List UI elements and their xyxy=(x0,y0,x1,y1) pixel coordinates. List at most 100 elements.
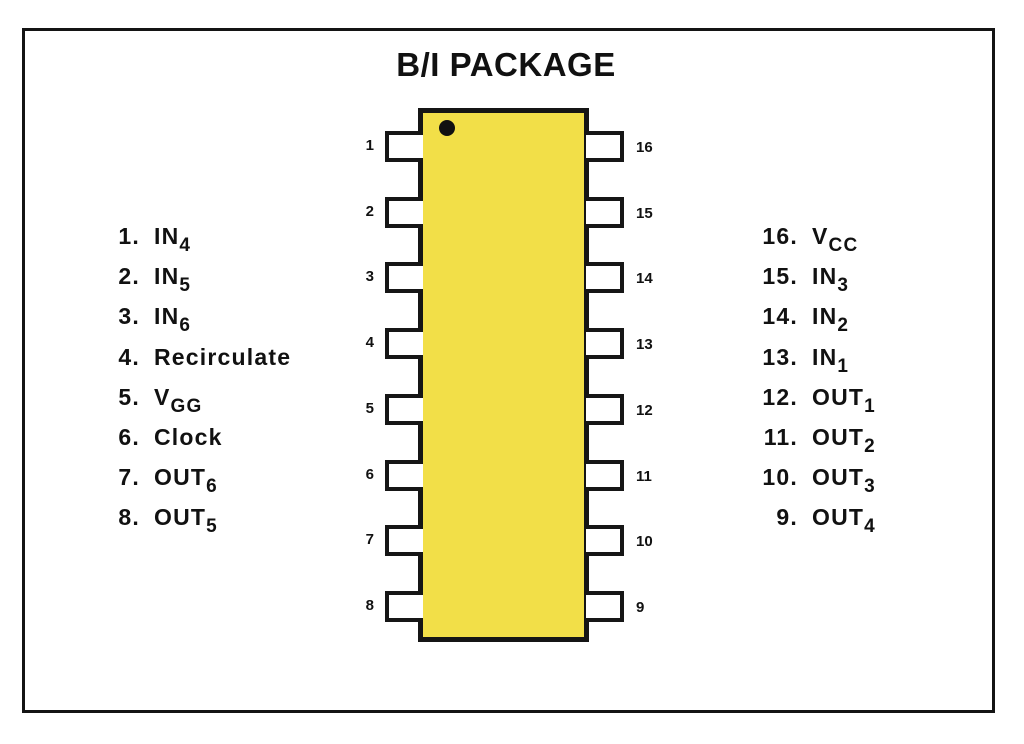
legend-signal-name: OUT2 xyxy=(812,423,876,457)
pin-number-label: 2 xyxy=(365,203,374,220)
signal-base: OUT xyxy=(812,384,865,410)
legend-pin-number: 15. xyxy=(762,263,798,289)
pin-left-7 xyxy=(385,525,423,556)
signal-subscript: 4 xyxy=(864,516,876,537)
legend-pin-number: 4. xyxy=(118,344,140,370)
pin-number-label: 16 xyxy=(636,139,653,156)
pin-number-label: 4 xyxy=(365,334,374,351)
legend-entry: 13. IN1 xyxy=(750,343,850,377)
legend-signal-name: VGG xyxy=(154,383,203,417)
signal-base: OUT xyxy=(812,464,865,490)
legend-signal-name: IN6 xyxy=(154,302,192,336)
signal-base: V xyxy=(812,223,829,249)
pin-number-label: 12 xyxy=(636,402,653,419)
signal-base: Clock xyxy=(154,424,223,450)
legend-signal-name: Clock xyxy=(154,423,223,454)
legend-pin-number: 12. xyxy=(762,384,798,410)
pin-number-label: 7 xyxy=(365,531,374,548)
signal-base: OUT xyxy=(154,504,207,530)
signal-subscript: 4 xyxy=(179,235,192,256)
legend-pin-number: 3. xyxy=(118,303,140,329)
legend-signal-name: Recirculate xyxy=(154,343,291,374)
legend-signal-name: OUT6 xyxy=(154,463,218,497)
pin-left-3 xyxy=(385,262,423,293)
pin-right-1 xyxy=(586,131,624,162)
legend-signal-name: OUT4 xyxy=(812,503,876,537)
pin-number-label: 6 xyxy=(365,466,374,483)
signal-base: OUT xyxy=(812,424,865,450)
signal-subscript: 6 xyxy=(179,315,192,336)
legend-signal-name: IN3 xyxy=(812,262,850,296)
pin-right-3 xyxy=(586,262,624,293)
pin-left-5 xyxy=(385,394,423,425)
legend-pin-number: 10. xyxy=(762,464,798,490)
signal-subscript: 5 xyxy=(179,275,192,296)
legend-entry: 5. VGG xyxy=(104,383,203,417)
pin-right-5 xyxy=(586,394,624,425)
pin-number-label: 15 xyxy=(636,205,653,222)
signal-subscript: 1 xyxy=(837,356,850,377)
signal-base: IN xyxy=(812,303,838,329)
legend-entry: 12. OUT1 xyxy=(750,383,876,417)
pin-number-label: 11 xyxy=(636,468,652,485)
signal-base: OUT xyxy=(154,464,207,490)
signal-subscript: CC xyxy=(828,235,859,256)
pin-right-4 xyxy=(586,328,624,359)
pin-number-label: 13 xyxy=(636,336,653,353)
legend-pin-number: 7. xyxy=(118,464,140,490)
legend-pin-number: 13. xyxy=(762,344,798,370)
legend-pin-number: 9. xyxy=(776,504,798,530)
legend-pin-number: 5. xyxy=(118,384,140,410)
legend-entry: 4. Recirculate xyxy=(104,343,291,374)
legend-entry: 8. OUT5 xyxy=(104,503,218,537)
legend-pin-number: 2. xyxy=(118,263,140,289)
diagram-title: B/I PACKAGE xyxy=(396,46,616,83)
signal-subscript: 1 xyxy=(864,396,876,417)
legend-entry: 9. OUT4 xyxy=(750,503,876,537)
pin-left-8 xyxy=(385,591,423,622)
legend-signal-name: OUT5 xyxy=(154,503,218,537)
signal-base: IN xyxy=(154,303,180,329)
legend-entry: 1. IN4 xyxy=(104,222,192,256)
legend-signal-name: IN2 xyxy=(812,302,850,336)
signal-base: IN xyxy=(812,263,838,289)
pin-number-label: 10 xyxy=(636,533,653,550)
legend-entry: 11. OUT2 xyxy=(750,423,876,457)
legend-entry: 10. OUT3 xyxy=(750,463,876,497)
legend-entry: 2. IN5 xyxy=(104,262,192,296)
legend-pin-number: 11. xyxy=(763,424,798,450)
pin-left-4 xyxy=(385,328,423,359)
legend-pin-number: 6. xyxy=(118,424,140,450)
signal-base: Recirculate xyxy=(154,344,292,370)
signal-base: IN xyxy=(154,223,180,249)
signal-subscript: GG xyxy=(170,396,203,417)
legend-pin-number: 16. xyxy=(762,223,798,249)
signal-base: IN xyxy=(154,263,180,289)
legend-pin-number: 14. xyxy=(762,303,798,329)
pin-left-6 xyxy=(385,460,423,491)
legend-entry: 14. IN2 xyxy=(750,302,850,336)
pin-number-label: 3 xyxy=(365,268,374,285)
pin-number-label: 9 xyxy=(636,599,645,616)
pin1-indicator-dot xyxy=(439,120,455,136)
pin-number-label: 5 xyxy=(365,400,374,417)
legend-entry: 15. IN3 xyxy=(750,262,850,296)
legend-signal-name: IN1 xyxy=(812,343,850,377)
legend-signal-name: VCC xyxy=(812,222,859,256)
legend-signal-name: OUT3 xyxy=(812,463,876,497)
legend-signal-name: IN4 xyxy=(154,222,192,256)
legend-pin-number: 8. xyxy=(118,504,140,530)
pin-number-label: 14 xyxy=(636,270,653,287)
signal-subscript: 3 xyxy=(837,275,850,296)
legend-entry: 7. OUT6 xyxy=(104,463,218,497)
pin-right-2 xyxy=(586,197,624,228)
signal-subscript: 2 xyxy=(837,315,850,336)
pin-number-label: 1 xyxy=(365,137,374,154)
pin-right-6 xyxy=(586,460,624,491)
legend-signal-name: OUT1 xyxy=(812,383,876,417)
ic-package-body xyxy=(418,108,589,642)
pin-left-2 xyxy=(385,197,423,228)
legend-entry: 3. IN6 xyxy=(104,302,192,336)
pin-right-8 xyxy=(586,591,624,622)
signal-subscript: 3 xyxy=(864,476,876,497)
